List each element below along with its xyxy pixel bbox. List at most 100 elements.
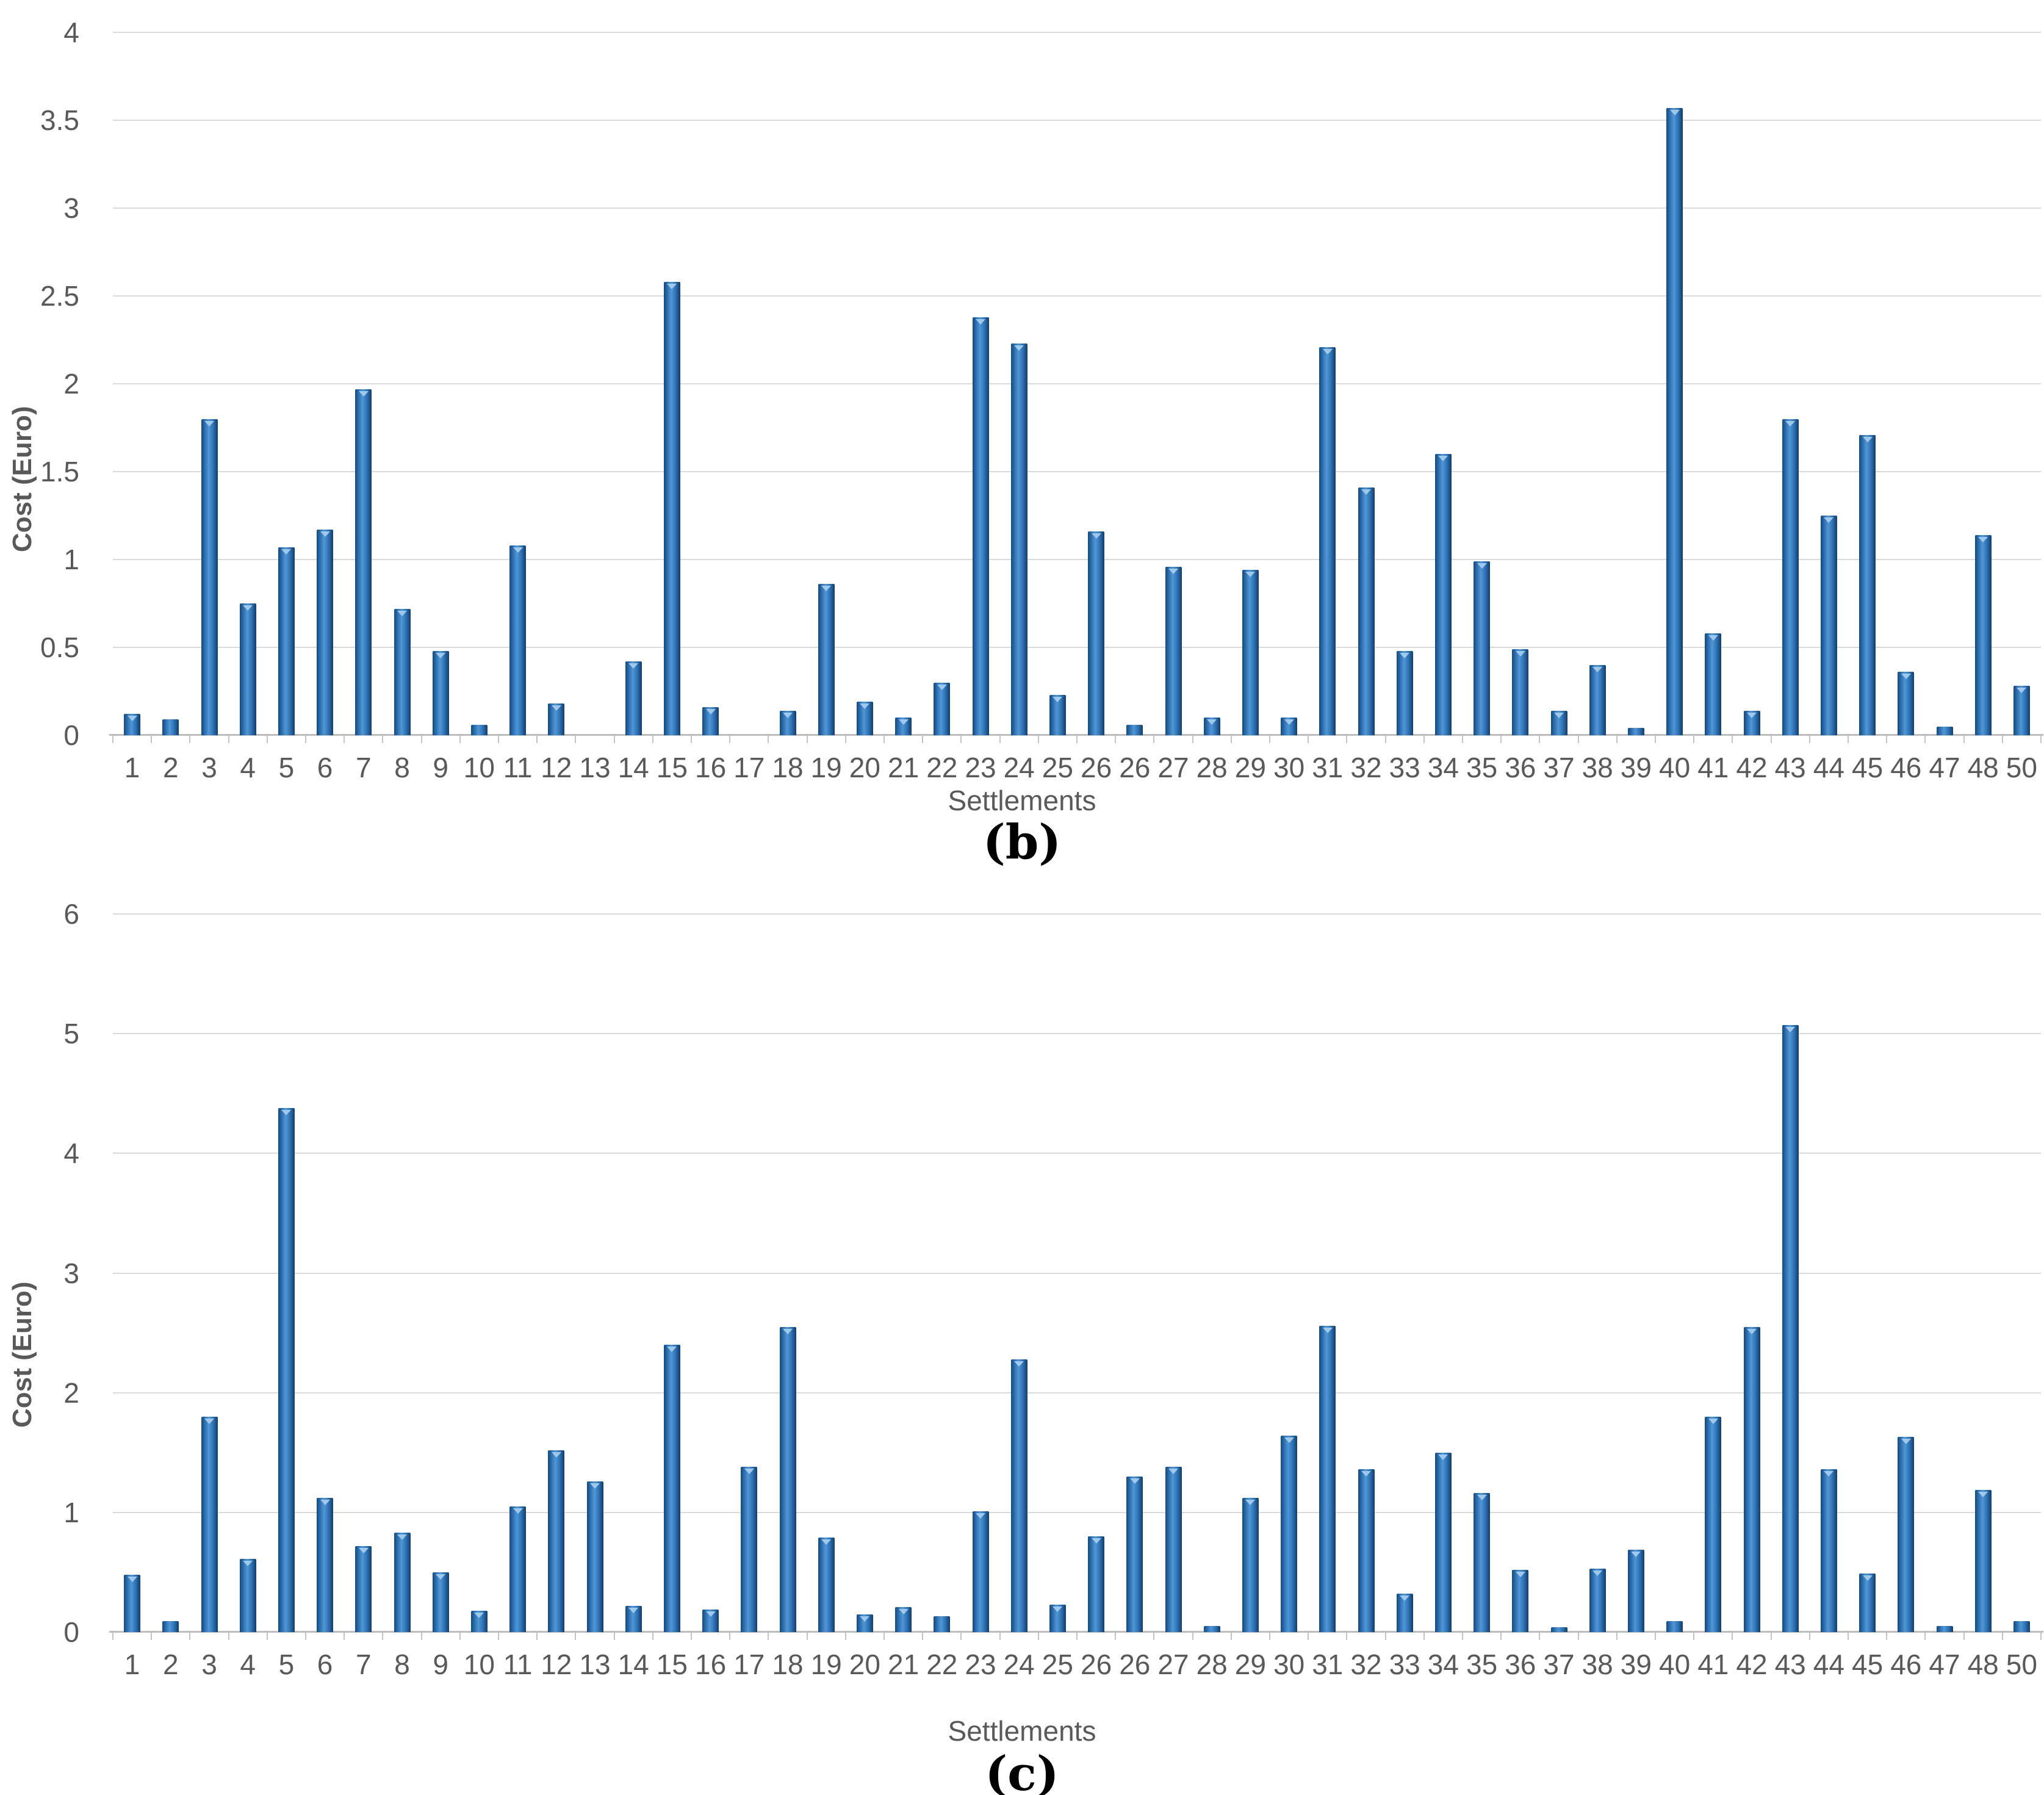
x-axis-tick [1346, 735, 1348, 743]
x-tick-label: 39 [1620, 752, 1652, 783]
x-axis-tick [305, 735, 306, 743]
x-axis-tick [1616, 1632, 1618, 1640]
y-tick-label: 2 [63, 368, 79, 400]
y-tick-label: 6 [63, 898, 79, 930]
x-tick-label: 14 [617, 1649, 649, 1680]
y-tick-label: 0 [63, 719, 79, 751]
x-tick-label: 7 [356, 1649, 372, 1680]
bar [201, 1416, 218, 1632]
x-axis-tick [1963, 1632, 1965, 1640]
bar [1203, 718, 1220, 735]
x-axis-tick [1693, 735, 1695, 743]
bar [818, 584, 835, 735]
bar [239, 603, 256, 735]
bar [779, 1326, 796, 1632]
x-tick-label: 40 [1659, 752, 1691, 783]
x-tick-label: 32 [1350, 752, 1382, 783]
x-tick-label: 15 [656, 752, 688, 783]
x-tick-label: 31 [1312, 1649, 1344, 1680]
bar [1820, 1469, 1837, 1632]
x-axis-tick [652, 735, 653, 743]
bar [702, 1609, 719, 1632]
x-tick-label: 10 [463, 1649, 495, 1680]
x-axis-tick [1848, 1632, 1849, 1640]
y-tick-label: 3 [63, 192, 79, 224]
bar [625, 1605, 642, 1632]
bar [239, 1559, 256, 1632]
x-tick-label: 50 [2006, 752, 2037, 783]
x-axis-tick [1462, 735, 1463, 743]
gridline [113, 1033, 2041, 1035]
bar [317, 530, 334, 735]
gridline [113, 383, 2041, 384]
x-tick-label: 9 [433, 1649, 448, 1680]
x-tick-label: 35 [1466, 1649, 1498, 1680]
y-tick-label: 4 [63, 1137, 79, 1170]
bar [1434, 1452, 1452, 1632]
x-axis-tick [189, 1632, 191, 1640]
x-tick-label: 37 [1543, 752, 1575, 783]
x-tick-label: 41 [1697, 1649, 1729, 1680]
bar [124, 714, 141, 735]
x-tick-label: 4 [240, 1649, 256, 1680]
x-tick-label: 12 [541, 1649, 572, 1680]
x-axis-tick [1076, 1632, 1078, 1640]
x-tick-label: 29 [1234, 1649, 1266, 1680]
x-axis-tick [498, 1632, 499, 1640]
x-tick-label: 45 [1852, 1649, 1884, 1680]
x-tick-label: 47 [1929, 1649, 1960, 1680]
x-tick-label: 2 [163, 752, 179, 783]
x-tick-label: 27 [1157, 752, 1189, 783]
bar [1627, 728, 1644, 735]
x-axis-tick [1886, 1632, 1888, 1640]
bar [162, 719, 179, 735]
bar [1627, 1549, 1644, 1632]
bar [895, 718, 912, 735]
x-tick-label: 11 [503, 1649, 533, 1680]
x-tick-label: 35 [1466, 752, 1498, 783]
x-axis-tick [1848, 735, 1849, 743]
x-axis-tick [691, 1632, 692, 1640]
bar [1126, 1476, 1143, 1632]
x-axis-tick [344, 1632, 345, 1640]
x-tick-label: 25 [1042, 752, 1073, 783]
x-axis-tick [1462, 1632, 1463, 1640]
x-tick-label: 50 [2006, 1649, 2037, 1680]
x-tick-label: 44 [1813, 1649, 1844, 1680]
x-axis-tick [1808, 735, 1810, 743]
bar [1165, 1467, 1182, 1632]
bar [1165, 566, 1182, 735]
x-axis-tick [1153, 735, 1155, 743]
x-tick-label: 19 [810, 1649, 842, 1680]
bar [1859, 1573, 1876, 1632]
x-axis-tick [1384, 735, 1386, 743]
x-axis-tick [806, 1632, 808, 1640]
bar [1242, 570, 1259, 735]
x-axis-tick [1655, 1632, 1656, 1640]
bar [1474, 1493, 1491, 1632]
bar [663, 1345, 680, 1632]
bar [1049, 694, 1066, 735]
x-axis-tick [382, 735, 384, 743]
plot-area-c: 6 5 4 3 2 1 0 1 2 3 4 5 6 7 8 9 10 11 12 13 14 15 16 17 18 19 20 21… [63, 899, 2043, 1680]
x-axis-tick [652, 1632, 653, 1640]
x-axis-tick [960, 1632, 962, 1640]
bar [509, 1506, 527, 1632]
x-tick-label: 45 [1852, 752, 1884, 783]
x-tick-label: 8 [394, 1649, 410, 1680]
x-tick-label: 16 [695, 752, 727, 783]
x-tick-label: 13 [579, 752, 611, 783]
bar [934, 1616, 951, 1632]
x-axis-tick [1963, 735, 1965, 743]
y-tick-label: 3.5 [40, 104, 79, 136]
bar [278, 1107, 295, 1632]
x-tick-label: 1 [124, 1649, 140, 1680]
x-tick-label: 3 [201, 752, 217, 783]
x-tick-label: 2 [163, 1649, 179, 1680]
x-tick-label: 28 [1196, 1649, 1228, 1680]
x-tick-label: 7 [356, 752, 372, 783]
x-axis-tick [112, 735, 113, 743]
subfigure-caption-c: (c) [985, 1746, 1059, 1795]
chart-panel-c: Cost (Euro) 6 5 4 3 2 1 0 1 2 3 4 5 6 7 8 9 10 11 12 13 14 15… [0, 885, 2044, 1795]
x-axis-tick [922, 1632, 924, 1640]
